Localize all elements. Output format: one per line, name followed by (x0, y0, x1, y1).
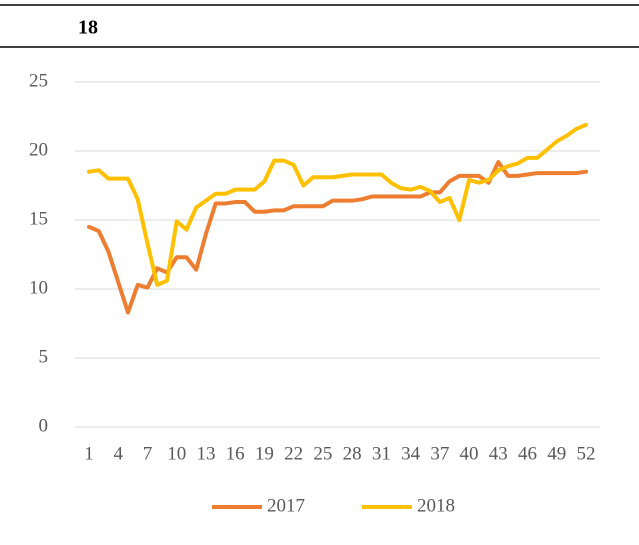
x-tick-label: 13 (196, 443, 215, 464)
x-tick-label: 28 (343, 443, 362, 464)
chart-title: 18 (78, 17, 98, 39)
x-tick-label: 52 (577, 443, 596, 464)
x-tick-label: 19 (255, 443, 274, 464)
series-line (87, 160, 588, 315)
y-tick-label: 25 (29, 70, 48, 91)
x-tick-label: 34 (401, 443, 421, 464)
x-tick-label: 46 (518, 443, 537, 464)
legend-label: 2018 (417, 495, 455, 516)
y-tick-label: 0 (39, 415, 49, 436)
x-tick-label: 7 (143, 443, 153, 464)
y-tick-label: 20 (29, 139, 48, 160)
y-tick-label: 5 (39, 346, 49, 367)
y-tick-label: 10 (29, 277, 48, 298)
x-tick-label: 4 (113, 443, 123, 464)
x-tick-label: 1 (84, 443, 94, 464)
y-tick-label: 15 (29, 208, 48, 229)
x-tick-label: 43 (489, 443, 508, 464)
x-tick-label: 16 (226, 443, 245, 464)
x-tick-label: 31 (372, 443, 391, 464)
x-tick-label: 37 (430, 443, 449, 464)
x-tick-label: 25 (313, 443, 332, 464)
x-tick-label: 10 (167, 443, 186, 464)
legend-label: 2017 (267, 495, 305, 516)
series-line (87, 122, 588, 287)
x-tick-label: 22 (284, 443, 303, 464)
x-tick-label: 40 (460, 443, 479, 464)
x-tick-label: 49 (547, 443, 566, 464)
